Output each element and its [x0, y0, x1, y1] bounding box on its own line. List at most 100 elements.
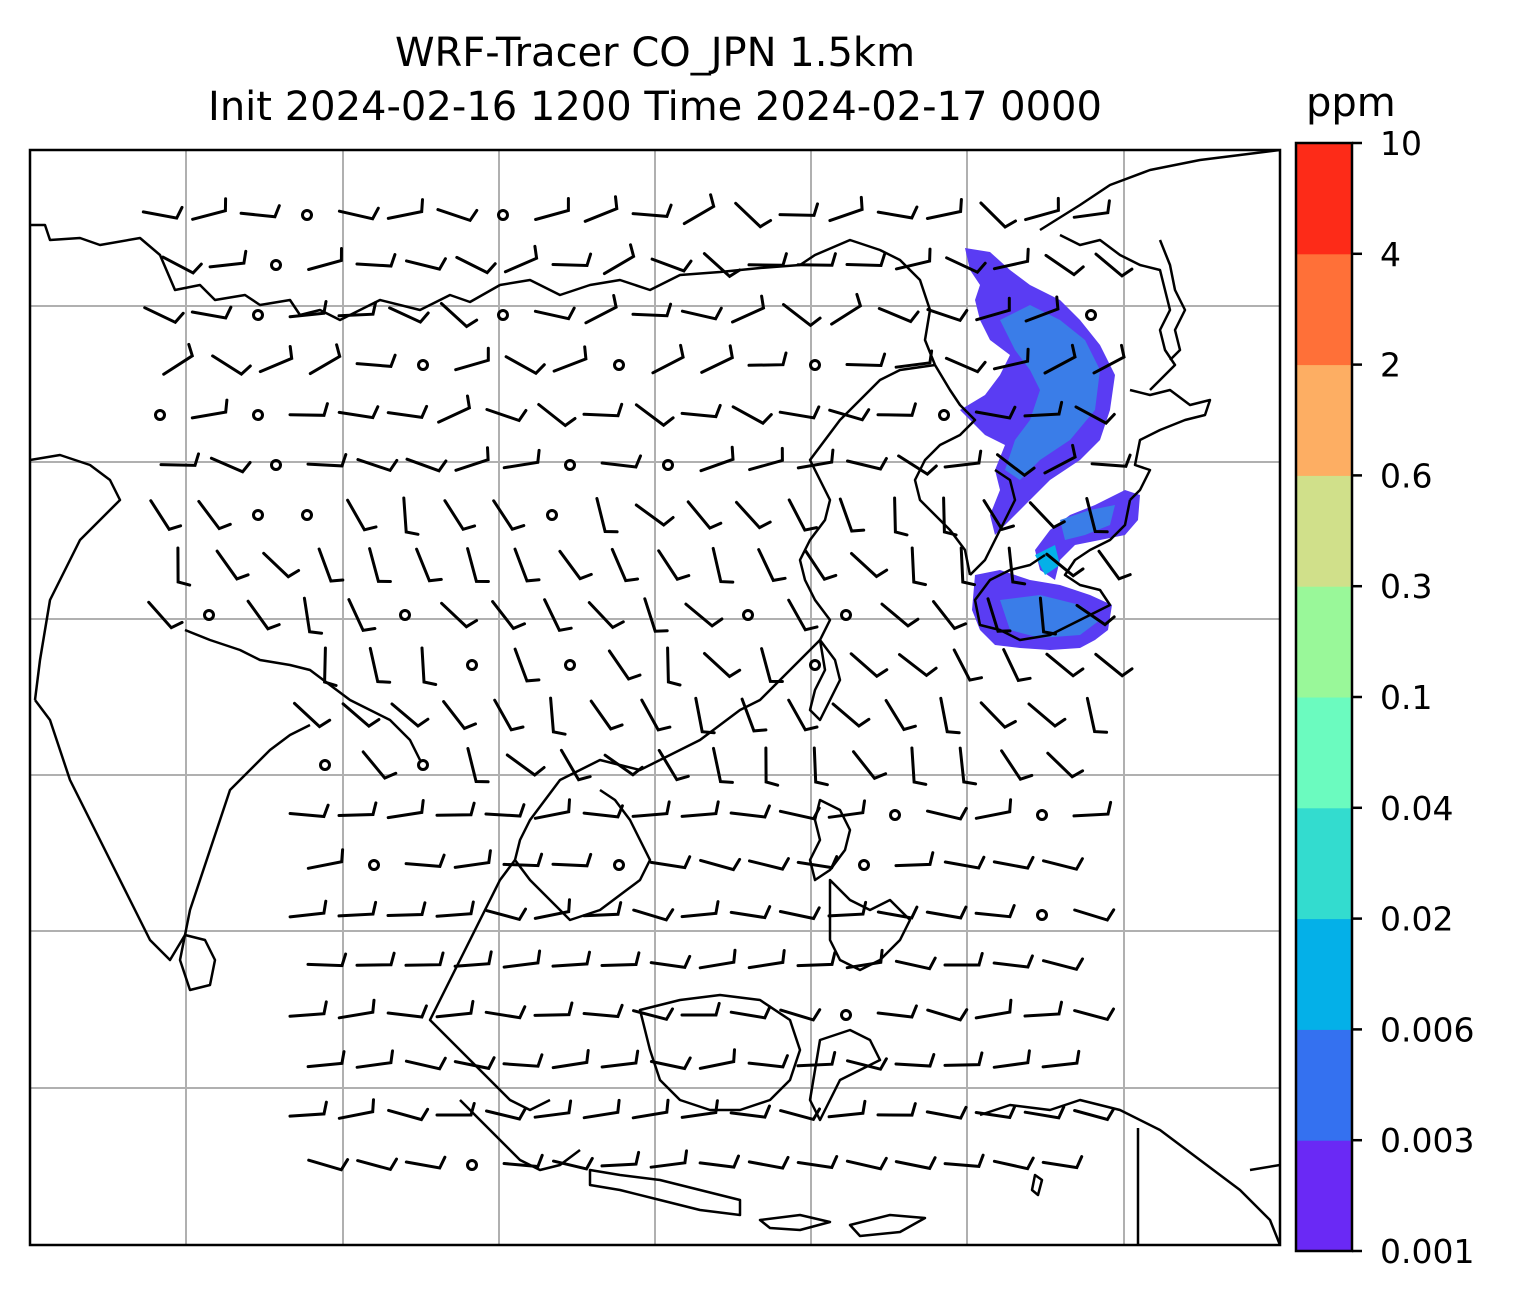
wind-barb: [603, 753, 644, 777]
wind-barb: [306, 952, 348, 968]
wind-barb: [386, 1004, 428, 1019]
wind-barb: [640, 698, 672, 732]
wind-barb: [992, 247, 1030, 271]
wind-barb: [894, 1156, 937, 1171]
wind-barb: [1090, 453, 1132, 468]
wind-barb: [1097, 549, 1132, 581]
wind-barb: [850, 552, 889, 579]
wind-barb: [992, 855, 1035, 870]
wind-barb: [699, 445, 735, 473]
wind-barb: [355, 353, 397, 368]
wind-barb: [943, 1051, 984, 1067]
wind-barb: [747, 1054, 789, 1069]
wind-barb: [734, 201, 773, 229]
wind-barb: [1028, 501, 1066, 530]
wind-barb: [1027, 702, 1067, 728]
wind-barb: [317, 547, 345, 583]
colorbar-tick-label: 2: [1380, 346, 1401, 385]
wind-barb: [632, 1007, 674, 1022]
wind-barb: [631, 1098, 670, 1120]
wind-barb: [208, 249, 248, 269]
calm-wind-marker: [662, 459, 674, 471]
wind-barb: [897, 454, 938, 476]
wind-barb: [926, 806, 968, 821]
wind-barb: [830, 292, 863, 326]
coast-sulawesi: [808, 1028, 882, 1122]
wind-barb: [1046, 751, 1085, 779]
wind-barb: [828, 408, 871, 422]
wind-barb: [796, 951, 837, 968]
wind-barb: [147, 600, 184, 630]
wind-barb: [747, 949, 786, 970]
wind-barb: [404, 951, 445, 967]
wind-barb: [838, 497, 866, 533]
wind-barb: [502, 1053, 544, 1068]
wind-barb: [925, 198, 963, 220]
wind-barb: [846, 1057, 888, 1071]
wind-barb: [694, 696, 716, 735]
coast-srilanka: [178, 933, 217, 992]
colorbar-segment: [1296, 364, 1352, 476]
wind-barb: [894, 956, 937, 971]
coast-small-island: [1030, 1173, 1044, 1197]
wind-barb: [974, 904, 1016, 919]
wind-barb: [926, 1008, 969, 1022]
wind-barb: [666, 646, 682, 687]
wind-barb: [439, 302, 479, 329]
wind-barb: [974, 1105, 1017, 1120]
calm-wind-marker: [1085, 309, 1097, 321]
wind-barb: [533, 306, 576, 321]
wind-barb: [804, 549, 838, 581]
calm-wind-marker: [858, 859, 870, 871]
wind-barb: [1024, 295, 1060, 323]
wind-barb: [1023, 1105, 1066, 1120]
wind-barb: [876, 205, 919, 220]
wind-barb: [582, 1003, 624, 1019]
wind-barb: [390, 702, 430, 728]
wind-barb: [404, 853, 446, 868]
wind-barb: [337, 900, 378, 918]
wind-barb: [650, 257, 693, 273]
wind-barb: [402, 496, 420, 536]
calm-wind-marker: [613, 359, 625, 371]
wind-barb: [894, 851, 935, 868]
calm-wind-marker: [301, 209, 313, 221]
wind-barb: [288, 899, 328, 919]
wind-barb: [729, 804, 771, 819]
wind-barb: [454, 446, 490, 472]
wind-barb: [747, 1155, 790, 1170]
wind-barb: [643, 597, 669, 633]
wind-barb: [827, 900, 868, 918]
wind-barb: [680, 1001, 721, 1017]
wind-barb: [1023, 1000, 1063, 1018]
wind-barb: [876, 402, 917, 417]
wind-barb: [992, 1049, 1031, 1069]
wind-barb: [747, 351, 788, 367]
wind-barb: [288, 803, 330, 819]
coast-okhotsk: [1039, 150, 1280, 232]
wind-barb: [337, 801, 378, 817]
wind-barb: [306, 1050, 346, 1069]
coast-taiwan: [808, 638, 842, 722]
calm-wind-marker: [417, 359, 429, 371]
wind-barb: [1041, 1049, 1081, 1069]
wind-barb: [712, 746, 734, 784]
wind-barb: [943, 449, 983, 469]
wind-barb: [1094, 652, 1134, 678]
wind-barb: [812, 746, 829, 787]
wind-barb: [551, 950, 591, 968]
wind-barb: [337, 998, 376, 1020]
wind-barb: [1045, 652, 1085, 678]
wind-barb: [346, 498, 378, 532]
wind-barb: [979, 701, 1017, 730]
wind-barb: [680, 800, 720, 818]
calm-wind-marker: [497, 209, 509, 221]
wind-barb: [943, 1153, 985, 1168]
wind-barb: [1000, 749, 1034, 781]
wind-barb: [600, 951, 641, 967]
wind-barb: [356, 458, 399, 473]
wind-barb: [437, 394, 472, 424]
wind-barb: [740, 697, 768, 733]
wind-barb: [898, 653, 938, 678]
wind-barb: [796, 1051, 837, 1068]
